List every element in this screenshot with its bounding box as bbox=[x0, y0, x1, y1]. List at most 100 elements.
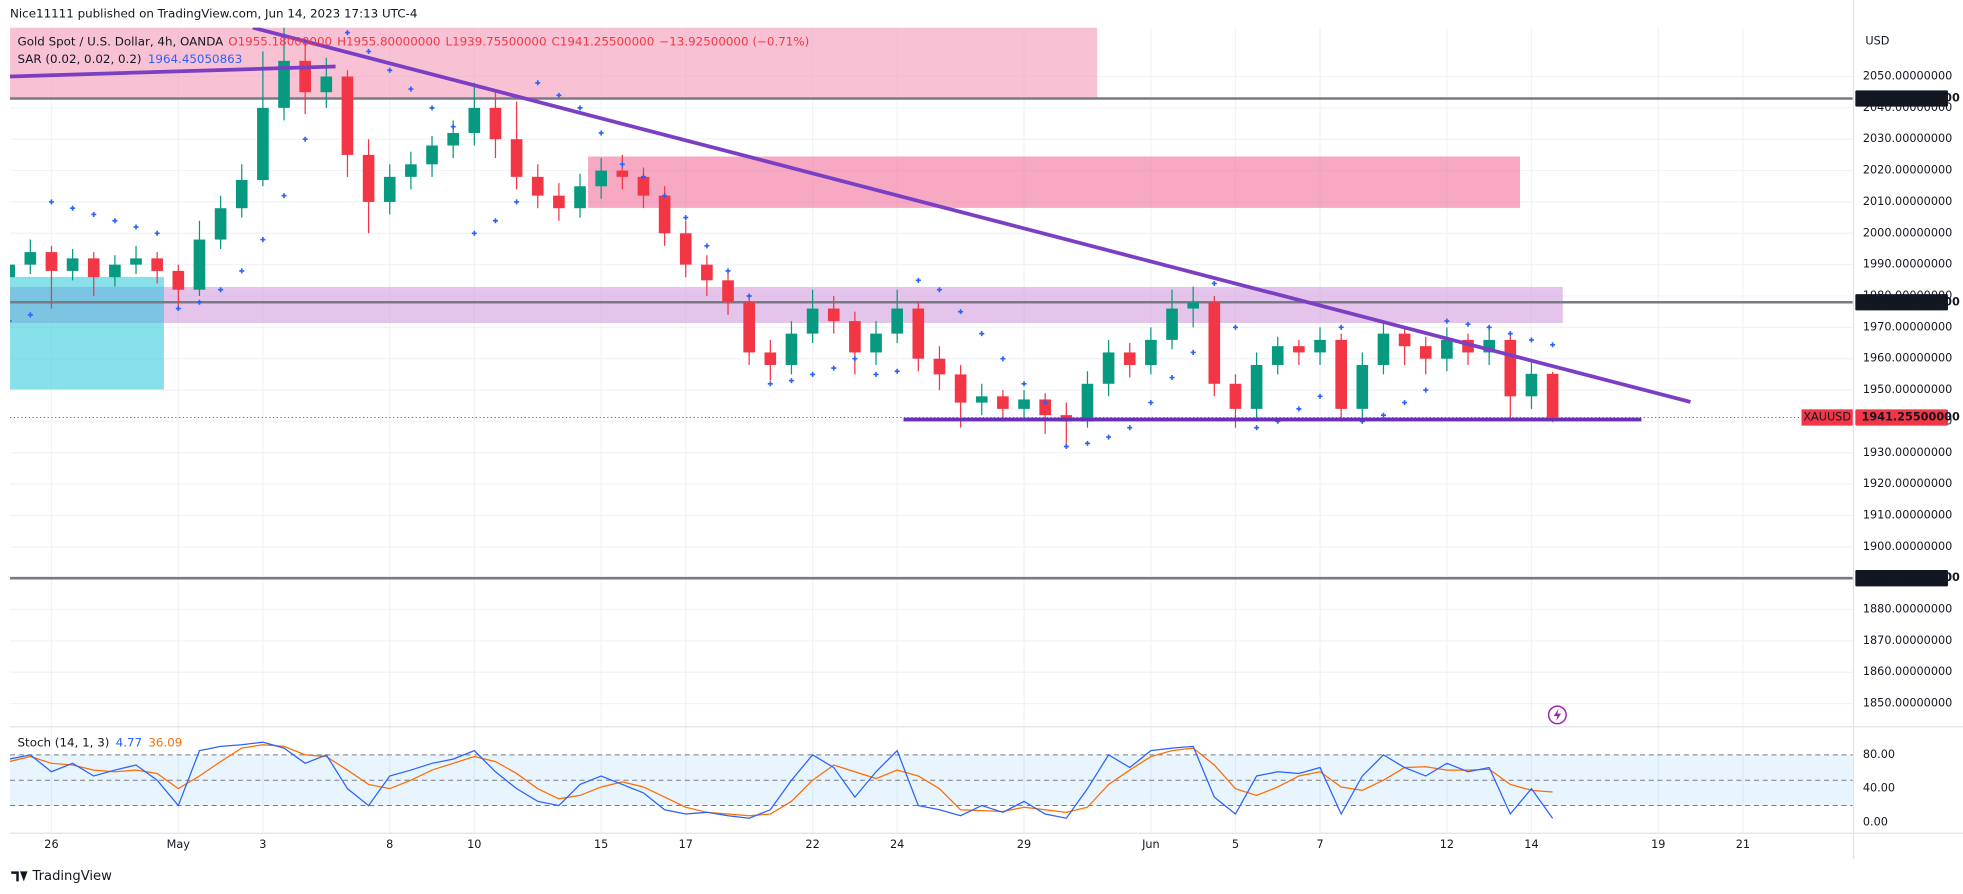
candle-body bbox=[1462, 339, 1474, 353]
hline-label: 1890.00000000 bbox=[1862, 571, 1960, 584]
candle-body bbox=[701, 264, 713, 281]
candle-body bbox=[320, 76, 333, 93]
hline-label: 1978.00000000 bbox=[1862, 295, 1960, 308]
x-tick-label: 24 bbox=[890, 838, 904, 851]
stoch-k-line bbox=[10, 741, 1554, 819]
y-tick-label: 2020.00000000 bbox=[1863, 164, 1952, 177]
sar-dot bbox=[535, 80, 541, 86]
candle-body bbox=[1419, 346, 1432, 359]
zone bbox=[588, 156, 1521, 208]
sar-dot bbox=[915, 277, 921, 283]
x-tick-label: 15 bbox=[594, 838, 608, 851]
zone bbox=[10, 276, 164, 390]
sar-dot bbox=[810, 371, 816, 377]
candle-body bbox=[341, 76, 354, 155]
y-tick-label: 1910.00000000 bbox=[1863, 508, 1952, 521]
sar-dot bbox=[450, 124, 456, 130]
sar-dot bbox=[1465, 321, 1471, 327]
sar-dot bbox=[91, 211, 97, 217]
legend-change: −13.92500000 (−0.71%) bbox=[659, 34, 809, 48]
sar-dot bbox=[1444, 318, 1450, 324]
sar-dot bbox=[1106, 434, 1112, 440]
legend: Gold Spot / U.S. Dollar, 4h, OANDA O1955.… bbox=[18, 34, 810, 48]
candle-body bbox=[45, 252, 58, 271]
stoch-k-value: 4.77 bbox=[116, 735, 142, 749]
y-tick-label: 1970.00000000 bbox=[1863, 320, 1952, 333]
stoch-legend: Stoch (14, 1, 3) 4.77 36.09 bbox=[18, 735, 183, 749]
stoch-d-value: 36.09 bbox=[148, 735, 182, 749]
candle-body bbox=[24, 252, 37, 265]
candle-body bbox=[743, 302, 755, 353]
alert-icon bbox=[1547, 705, 1567, 725]
axes: 26 May 3 8 10 15 17 22 24 29 Jun 5 7 12 14 19 21 1850.000… bbox=[44, 70, 1960, 852]
sar-dot bbox=[1190, 349, 1196, 355]
candle-body bbox=[1166, 308, 1178, 340]
sar-dot bbox=[408, 86, 414, 92]
sar-dot bbox=[746, 293, 752, 299]
sar-dot bbox=[1402, 400, 1408, 406]
sar-dot bbox=[1317, 393, 1323, 399]
candle-body bbox=[489, 107, 502, 140]
candle-body bbox=[806, 308, 819, 334]
zone bbox=[10, 286, 1563, 323]
sar-dot bbox=[387, 67, 393, 73]
sar-dot bbox=[598, 130, 604, 136]
hline-label-bg bbox=[1855, 570, 1948, 587]
y-tick-label: 1900.00000000 bbox=[1863, 540, 1952, 553]
candle-body bbox=[637, 176, 650, 196]
stoch-pane bbox=[10, 741, 1853, 819]
candle-body bbox=[870, 333, 882, 353]
sar-dot bbox=[10, 320, 12, 322]
candle-body bbox=[658, 195, 671, 234]
candle-body bbox=[891, 308, 903, 334]
sar-dot bbox=[640, 174, 646, 180]
sar-dot bbox=[471, 230, 477, 236]
candle-body bbox=[172, 270, 185, 290]
candle-body bbox=[1229, 383, 1242, 409]
candle-body bbox=[405, 164, 417, 177]
x-tick-label: 17 bbox=[679, 838, 693, 851]
sar-dot bbox=[366, 48, 372, 54]
y-tick-label: 2030.00000000 bbox=[1863, 132, 1952, 145]
sar-dot bbox=[1296, 406, 1302, 412]
stoch-name: Stoch (14, 1, 3) bbox=[18, 735, 110, 749]
x-tick-label: 3 bbox=[259, 838, 266, 851]
x-tick-label: 10 bbox=[467, 838, 481, 851]
sar-dot bbox=[894, 368, 900, 374]
candle-body bbox=[193, 239, 206, 290]
candle-body bbox=[997, 396, 1009, 409]
candle-body bbox=[574, 186, 586, 209]
sar-dot bbox=[218, 287, 224, 293]
sar-dot bbox=[1169, 375, 1175, 381]
zone bbox=[10, 27, 1098, 100]
sar-dot bbox=[1550, 342, 1556, 348]
x-tick-label: 22 bbox=[805, 838, 819, 851]
candle-body bbox=[87, 258, 100, 278]
candle-body bbox=[299, 60, 311, 93]
stoch-tick-label: 0.00 bbox=[1863, 815, 1888, 828]
sar-dot bbox=[1528, 337, 1534, 343]
candle-body bbox=[447, 132, 459, 146]
candle-body bbox=[66, 258, 79, 271]
sar-dot bbox=[239, 268, 245, 274]
x-tick-label: May bbox=[167, 838, 191, 851]
sar-dot bbox=[958, 309, 964, 315]
candle-body bbox=[1123, 352, 1136, 365]
trendline bbox=[252, 27, 1691, 404]
sar-dot bbox=[1486, 324, 1492, 330]
candle-body bbox=[278, 60, 290, 108]
candle-body bbox=[1187, 302, 1199, 309]
x-tick-label: 21 bbox=[1736, 838, 1750, 851]
price-pane bbox=[10, 27, 1853, 580]
sar-dot bbox=[1380, 412, 1386, 418]
sar-dot bbox=[725, 268, 731, 274]
candle-body bbox=[531, 176, 544, 196]
x-tick-label: 12 bbox=[1440, 838, 1454, 851]
stoch-tick-label: 40.00 bbox=[1863, 782, 1895, 795]
sar-dot bbox=[196, 299, 202, 305]
candle-body bbox=[933, 358, 946, 375]
trendline bbox=[10, 64, 336, 79]
footer: TradingView bbox=[32, 869, 113, 884]
